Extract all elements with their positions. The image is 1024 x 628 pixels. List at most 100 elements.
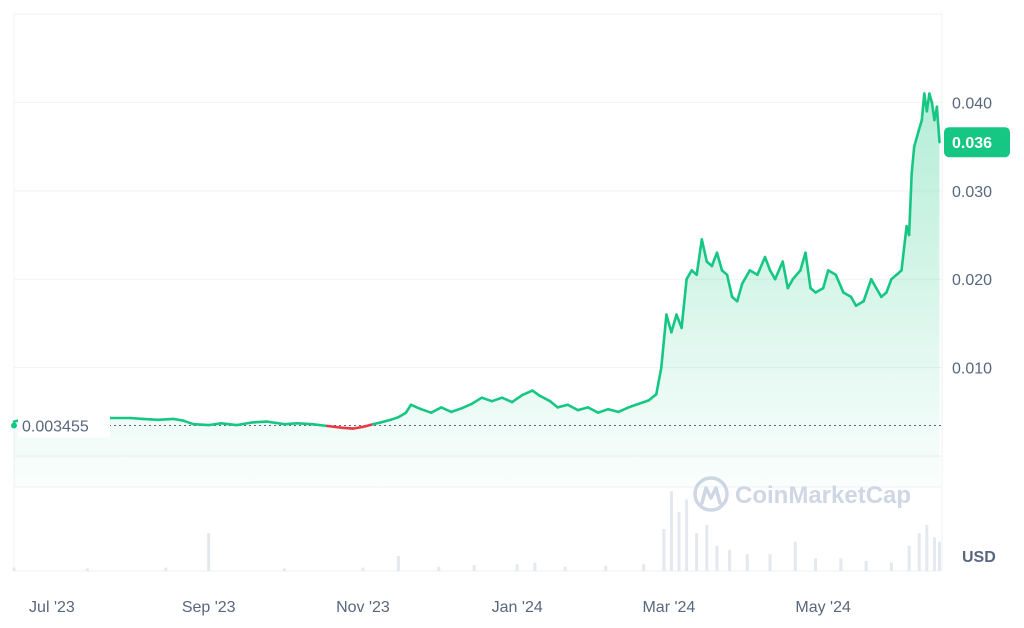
- price-segment: [192, 422, 210, 427]
- price-segment: [773, 260, 785, 281]
- volume-bar: [12, 567, 16, 571]
- volume-bar: [669, 491, 673, 571]
- price-segment: [912, 127, 921, 148]
- currency-label: USD: [962, 549, 996, 566]
- volume-bar: [937, 541, 941, 571]
- volume-bar: [695, 533, 699, 571]
- volume-bar: [642, 564, 646, 571]
- price-segment: [182, 419, 195, 426]
- price-line: [12, 92, 941, 430]
- price-segment: [586, 406, 600, 415]
- current-price-value: 0.036: [952, 135, 992, 152]
- price-segment: [326, 424, 345, 430]
- price-segment: [295, 421, 314, 426]
- price-segment: [283, 421, 299, 426]
- price-segment: [129, 416, 145, 421]
- price-segment: [250, 420, 269, 424]
- price-segment: [556, 403, 570, 409]
- x-axis-labels: Jul '23 Sep '23 Nov '23 Jan '24 Mar '24 May '…: [29, 599, 851, 616]
- baseline-label-bg: [18, 413, 110, 438]
- price-segment: [596, 407, 610, 415]
- volume-bar: [207, 533, 211, 571]
- price-segment: [659, 313, 668, 369]
- price-segment: [379, 418, 393, 424]
- y-axis-labels: 0.010 0.020 0.030 0.040: [952, 95, 992, 377]
- price-segment: [715, 251, 724, 272]
- volume-bar: [563, 566, 567, 571]
- price-segment: [566, 403, 580, 412]
- volume-bar: [662, 529, 666, 571]
- price-segment: [869, 277, 878, 290]
- price-segment: [710, 251, 719, 268]
- price-segment: [725, 273, 734, 299]
- price-segment: [548, 399, 560, 409]
- volume-bar: [515, 564, 519, 571]
- price-segment: [220, 421, 238, 427]
- price-segment: [814, 286, 825, 294]
- price-segment: [389, 415, 400, 422]
- volume-bar: [164, 567, 168, 571]
- price-segment: [680, 277, 688, 330]
- price-segment: [748, 269, 759, 277]
- volume-bar: [361, 567, 365, 571]
- price-segment: [826, 269, 838, 277]
- price-segment: [740, 269, 752, 286]
- price-segment: [627, 402, 640, 409]
- current-price-badge-bg: [944, 127, 1010, 158]
- volume-bar: [768, 554, 772, 571]
- price-segment: [429, 406, 443, 415]
- price-segment: [670, 313, 678, 334]
- volume-bar: [437, 566, 441, 571]
- price-segment: [500, 396, 514, 404]
- volume-bar: [728, 550, 732, 571]
- price-segment: [862, 277, 873, 303]
- price-segment: [460, 402, 474, 410]
- price-segment: [172, 417, 185, 423]
- price-segment: [907, 171, 914, 237]
- current-price-badge: 0.036: [944, 127, 1010, 158]
- volume-bar: [677, 512, 681, 571]
- volume-bar: [685, 499, 689, 571]
- price-segment: [885, 277, 893, 294]
- price-segment: [141, 417, 160, 422]
- price-segment: [695, 238, 704, 277]
- price-segment: [156, 417, 175, 422]
- price-segment: [311, 422, 329, 428]
- price-segment: [735, 282, 744, 303]
- volume-bar: [604, 565, 608, 571]
- y-tick-label: 0.020: [952, 272, 992, 289]
- price-area: [14, 93, 940, 487]
- price-segment: [763, 255, 772, 272]
- price-segment: [480, 396, 494, 403]
- x-tick-label: Mar '24: [642, 599, 695, 616]
- price-segment: [756, 255, 767, 277]
- price-segment: [654, 366, 663, 396]
- price-segment: [821, 269, 830, 290]
- price-segment: [928, 92, 934, 104]
- price-segment: [520, 389, 534, 397]
- price-segment: [900, 224, 908, 272]
- price-segment: [781, 260, 790, 290]
- volume-bar: [793, 541, 797, 571]
- price-segment: [935, 105, 941, 144]
- price-segment: [235, 421, 253, 427]
- baseline-marker: [11, 422, 17, 429]
- volume-bar: [889, 562, 893, 571]
- price-segment: [531, 389, 542, 398]
- volume-bar: [85, 568, 89, 571]
- y-tick-label: 0.030: [952, 184, 992, 201]
- price-segment: [804, 251, 812, 290]
- price-segment: [849, 295, 858, 308]
- volume-bar: [705, 524, 709, 571]
- plot-frame: [13, 13, 943, 572]
- volume-bar: [745, 554, 749, 571]
- x-tick-label: Sep '23: [182, 599, 236, 616]
- price-segment: [917, 118, 924, 131]
- x-tick-label: May '24: [795, 599, 851, 616]
- price-segment: [791, 269, 802, 281]
- price-segment: [419, 407, 433, 415]
- price-segment: [361, 422, 375, 429]
- price-segment: [910, 145, 916, 175]
- price-segment: [768, 269, 777, 281]
